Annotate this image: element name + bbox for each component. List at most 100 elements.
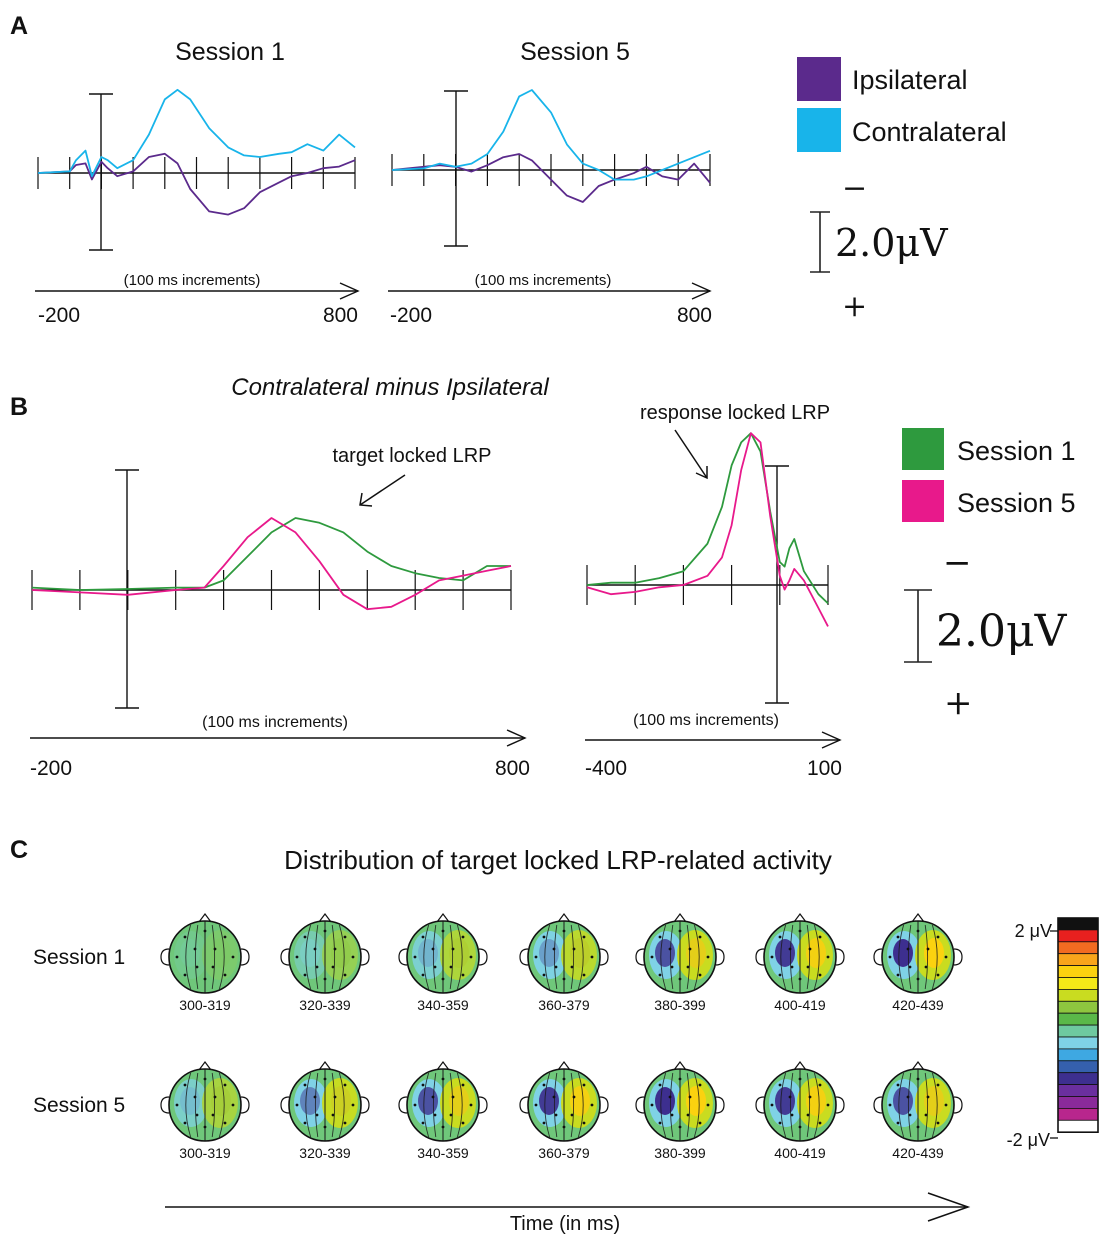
legend-label-session-5: Session 5 xyxy=(957,488,1076,518)
electrode-dot xyxy=(688,947,692,951)
colorbar-step xyxy=(1057,953,1099,967)
electrode-dot xyxy=(223,973,227,977)
electrode-dot xyxy=(570,1113,574,1117)
scalp-ear xyxy=(715,1096,725,1114)
scalp-map xyxy=(519,1061,609,1142)
electrode-dot xyxy=(582,1121,586,1125)
x-end-label: 800 xyxy=(495,757,530,780)
scalp-nose xyxy=(436,1061,450,1071)
scalp-positive-peak xyxy=(211,1086,231,1116)
scalp-ear xyxy=(398,948,408,966)
scale-plus-sign: + xyxy=(944,683,973,723)
electrode-dot xyxy=(413,1103,417,1107)
electrode-dot xyxy=(936,1083,940,1087)
electrode-dot xyxy=(461,1121,465,1125)
colorbar-step xyxy=(1057,1096,1099,1109)
scalp-ear xyxy=(953,1096,963,1114)
electrode-dot xyxy=(315,965,319,969)
electrode-dot xyxy=(788,1095,792,1099)
scalp-outline xyxy=(881,1068,955,1142)
electrode-dot xyxy=(343,935,347,939)
electrode-dot xyxy=(323,1077,327,1081)
time-arrow-head xyxy=(691,282,712,300)
electrode-dot xyxy=(790,965,794,969)
series-line-session-5 xyxy=(586,432,829,627)
scalp-contour xyxy=(924,1072,929,1138)
electrode-dot xyxy=(906,1095,910,1099)
scalp-time-window-label: 320-339 xyxy=(299,1145,351,1161)
scalp-contour xyxy=(305,1072,312,1138)
electrode-dot xyxy=(790,1113,794,1117)
electrode-dot xyxy=(936,973,940,977)
x-start-label: -200 xyxy=(38,304,80,327)
scalp-ear xyxy=(360,1096,370,1114)
electrode-dot xyxy=(295,955,299,959)
electrode-dot xyxy=(421,935,425,939)
scalp-nose xyxy=(793,913,807,923)
electrode-dot xyxy=(944,1103,948,1107)
scalp-nose xyxy=(318,913,332,923)
scalp-positive-region xyxy=(202,930,238,980)
electrode-dot xyxy=(888,955,892,959)
electrode-dot xyxy=(798,929,802,933)
electrode-dot xyxy=(231,955,235,959)
scalp-negative-peak xyxy=(180,939,200,967)
scalp-outline xyxy=(288,920,362,994)
scalp-contour xyxy=(577,924,584,990)
electrode-dot xyxy=(223,935,227,939)
colorbar-step xyxy=(1057,1060,1099,1074)
scalp-map xyxy=(873,913,963,994)
electrode-dot xyxy=(944,955,948,959)
colorbar-step xyxy=(1057,1108,1099,1121)
scalp-contour xyxy=(813,924,820,990)
electrode-dot xyxy=(223,1083,227,1087)
scalp-ear xyxy=(835,1096,845,1114)
scalp-outline xyxy=(881,920,955,994)
colorbar-step xyxy=(1057,917,1099,931)
legend-label-ipsilateral: Ipsilateral xyxy=(852,65,968,95)
scalp-positive-region xyxy=(322,930,358,980)
scalp-ear xyxy=(715,948,725,966)
electrode-dot xyxy=(658,973,662,977)
electrode-dot xyxy=(572,1095,576,1099)
electrode-dot xyxy=(908,1113,912,1117)
electrode-dot xyxy=(706,955,710,959)
scalp-outline xyxy=(406,1068,480,1142)
electrode-dot xyxy=(441,1125,445,1129)
legend-swatch-contralateral xyxy=(797,108,841,152)
legend-swatch-session-5 xyxy=(902,480,944,522)
electrode-dot xyxy=(421,1083,425,1087)
series-line-contralateral xyxy=(391,89,711,181)
scalp-negative-peak xyxy=(300,939,320,967)
electrode-dot xyxy=(650,1103,654,1107)
electrode-dot xyxy=(461,973,465,977)
scalp-map xyxy=(755,913,845,994)
electrode-dot xyxy=(706,1103,710,1107)
scalp-contour xyxy=(194,924,199,990)
electrode-dot xyxy=(670,1113,674,1117)
scalp-contour xyxy=(218,1072,225,1138)
scalp-contour xyxy=(780,924,787,990)
electrode-dot xyxy=(451,947,455,951)
series-line-ipsilateral xyxy=(391,153,711,203)
scalp-contour xyxy=(686,924,691,990)
scalp-time-window-label: 300-319 xyxy=(179,997,231,1013)
scalp-positive-peak xyxy=(211,938,231,968)
electrode-dot xyxy=(213,1095,217,1099)
scalp-map xyxy=(873,1061,963,1142)
scalp-negative-region xyxy=(174,931,208,979)
scalp-negative-peak xyxy=(893,1087,913,1115)
scalp-ear xyxy=(478,1096,488,1114)
electrode-dot xyxy=(770,1103,774,1107)
scalp-contour xyxy=(789,1072,794,1138)
scalp-outline xyxy=(643,1068,717,1142)
scalp-time-window-label: 400-419 xyxy=(774,1145,826,1161)
scalp-map xyxy=(398,913,488,994)
electrode-dot xyxy=(534,1103,538,1107)
scalp-map xyxy=(755,1061,845,1142)
scalp-ear xyxy=(755,1096,765,1114)
electrode-dot xyxy=(788,947,792,951)
scalp-negative-peak xyxy=(539,939,559,967)
scalp-contour xyxy=(813,1072,820,1138)
